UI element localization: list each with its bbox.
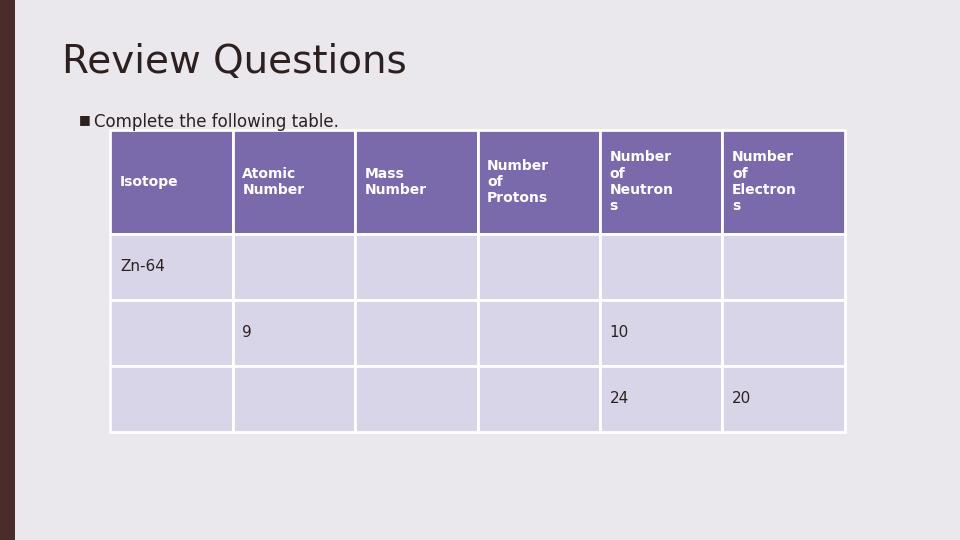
Text: Number
of
Protons: Number of Protons — [487, 159, 549, 205]
Text: 9: 9 — [242, 326, 252, 340]
Text: Complete the following table.: Complete the following table. — [94, 113, 339, 131]
Text: 24: 24 — [610, 392, 629, 407]
Text: Atomic
Number: Atomic Number — [242, 167, 304, 197]
Text: Mass
Number: Mass Number — [365, 167, 427, 197]
Text: Zn-64: Zn-64 — [120, 259, 165, 274]
Text: 20: 20 — [732, 392, 752, 407]
Text: ■: ■ — [79, 113, 90, 126]
Text: Number
of
Neutron
s: Number of Neutron s — [610, 151, 674, 213]
Text: Number
of
Electron
s: Number of Electron s — [732, 151, 797, 213]
Text: Review Questions: Review Questions — [62, 43, 407, 81]
Text: Isotope: Isotope — [120, 175, 179, 189]
Text: 10: 10 — [610, 326, 629, 340]
